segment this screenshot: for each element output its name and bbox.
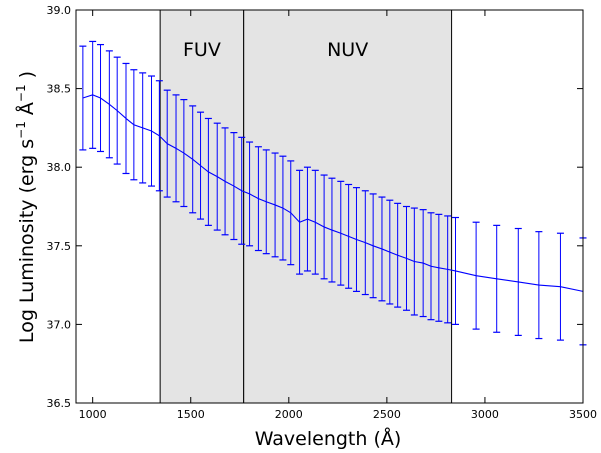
luminosity-line xyxy=(82,94,584,292)
x-tick-label: 3500 xyxy=(569,408,597,421)
y-axis-label-part: −1 xyxy=(14,84,28,102)
x-tick-label: 3000 xyxy=(471,408,499,421)
plot-frame xyxy=(75,9,584,404)
y-axis-ticks: 36.5 37.0 37.5 38.0 38.5 39.0 xyxy=(47,4,583,410)
x-tick-label: 1500 xyxy=(177,408,205,421)
x-tick-label: 2500 xyxy=(373,408,401,421)
y-axis-label-part: Log Luminosity (erg s xyxy=(16,139,38,343)
y-tick-label: 37.0 xyxy=(47,318,72,331)
y-tick-label: 38.5 xyxy=(47,83,72,96)
y-tick-label: 39.0 xyxy=(47,4,72,17)
x-axis-label: Wavelength (Å) xyxy=(255,427,402,450)
x-tick-label: 2000 xyxy=(275,408,303,421)
x-tick-label: 1000 xyxy=(79,408,107,421)
band-label-fuv: FUV xyxy=(183,39,221,61)
y-tick-label: 36.5 xyxy=(47,397,72,410)
y-axis-label-part: −1 xyxy=(14,121,28,139)
y-tick-label: 38.0 xyxy=(47,161,72,174)
band-label-nuv: NUV xyxy=(327,39,368,61)
band-fuv xyxy=(160,10,244,403)
wavelength-bands: FUV NUV xyxy=(159,10,453,403)
y-axis-label-part: Å xyxy=(15,102,38,121)
y-axis-label: Log Luminosity (erg s−1 Å−1 ) xyxy=(14,71,38,343)
y-tick-label: 37.5 xyxy=(47,240,72,253)
y-axis-label-part: ) xyxy=(16,71,38,84)
x-axis-ticks: 1000 1500 2000 2500 3000 3500 xyxy=(79,10,597,421)
